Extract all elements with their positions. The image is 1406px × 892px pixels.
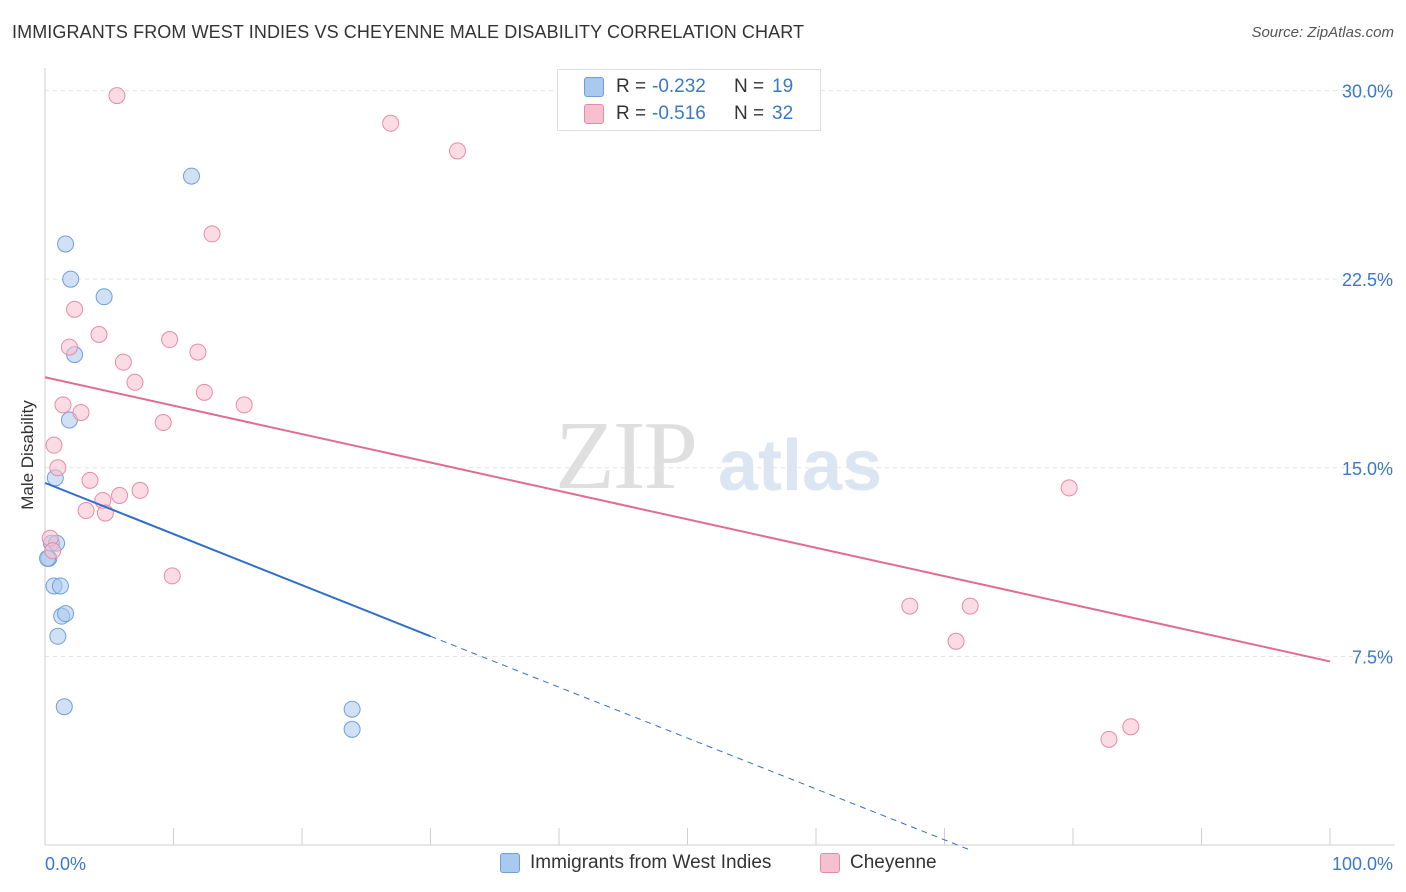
west-indies-point (55, 698, 73, 716)
cheyenne-point (1122, 718, 1140, 736)
cheyenne-point (1060, 479, 1078, 497)
west-indies-point (51, 577, 69, 595)
west-indies-trendline (44, 481, 431, 638)
cheyenne-point (111, 486, 129, 504)
cheyenne-point (189, 343, 207, 361)
source-credit: Source: ZipAtlas.com (1251, 24, 1394, 41)
cheyenne-point (161, 331, 179, 349)
y-tick-label: 22.5% (1342, 270, 1393, 290)
cheyenne-point (1100, 730, 1118, 748)
legend-swatch-west-indies (500, 853, 520, 873)
stats-swatch-cheyenne (584, 104, 604, 124)
legend-item-west-indies: Immigrants from West Indies (500, 852, 771, 874)
stats-r-label: R = (616, 103, 647, 124)
cheyenne-point (131, 481, 149, 499)
cheyenne-point (49, 459, 67, 477)
stats-row-west-indies: R = -0.232 N = 19 (558, 74, 820, 100)
west-indies-point (62, 270, 80, 288)
y-tick-label: 15.0% (1342, 459, 1393, 479)
west-indies-point (95, 288, 113, 306)
x-tick-label: 0.0% (45, 854, 86, 874)
west-indies-point (57, 605, 75, 623)
cheyenne-point (154, 414, 172, 432)
cheyenne-point (382, 114, 400, 132)
stats-box: R = -0.232 N = 19 R = -0.516 N = 32 (557, 69, 821, 131)
stats-r-value: -0.516 (652, 103, 706, 124)
legend-item-cheyenne: Cheyenne (820, 852, 937, 874)
cheyenne-point (114, 353, 132, 371)
legend-label-west-indies: Immigrants from West Indies (530, 852, 772, 873)
stats-n-label: N = (734, 76, 765, 97)
y-tick-label: 7.5% (1352, 647, 1393, 667)
stats-r-value: -0.232 (652, 76, 706, 97)
chart-legend: Immigrants from West Indies Cheyenne (0, 852, 1406, 878)
cheyenne-point (108, 87, 126, 105)
cheyenne-point (77, 502, 95, 520)
legend-label-cheyenne: Cheyenne (850, 852, 937, 873)
cheyenne-point (235, 396, 253, 414)
stats-row-cheyenne: R = -0.516 N = 32 (558, 101, 820, 127)
cheyenne-point (195, 383, 213, 401)
stats-n-value: 32 (772, 103, 794, 124)
cheyenne-point (163, 567, 181, 585)
x-tick-label: 100.0% (1332, 854, 1393, 874)
cheyenne-point (947, 632, 965, 650)
west-indies-point (343, 720, 361, 738)
cheyenne-point (72, 403, 90, 421)
cheyenne-point (448, 142, 466, 160)
cheyenne-point (81, 471, 99, 489)
cheyenne-point (54, 396, 72, 414)
stats-swatch-west-indies (584, 77, 604, 97)
cheyenne-point (901, 597, 919, 615)
cheyenne-point (66, 300, 84, 318)
chart-title: IMMIGRANTS FROM WEST INDIES VS CHEYENNE … (12, 22, 805, 42)
cheyenne-point (45, 436, 63, 454)
stats-r-label: R = (616, 76, 647, 97)
west-indies-point (343, 700, 361, 718)
west-indies-trendline-extension (430, 635, 971, 851)
stats-n-value: 19 (772, 76, 794, 97)
west-indies-point (57, 235, 75, 253)
watermark-zip: ZIP (555, 402, 698, 510)
west-indies-point (182, 167, 200, 185)
legend-swatch-cheyenne (820, 853, 840, 873)
cheyenne-point (203, 225, 221, 243)
stats-n-label: N = (734, 103, 765, 124)
cheyenne-trendline (44, 376, 1331, 663)
west-indies-point (49, 627, 67, 645)
cheyenne-point (126, 373, 144, 391)
cheyenne-point (961, 597, 979, 615)
cheyenne-point (90, 326, 108, 344)
cheyenne-point (44, 542, 62, 560)
cheyenne-point (60, 338, 78, 356)
y-tick-label: 30.0% (1342, 82, 1393, 102)
watermark-atlas: atlas (718, 426, 883, 506)
